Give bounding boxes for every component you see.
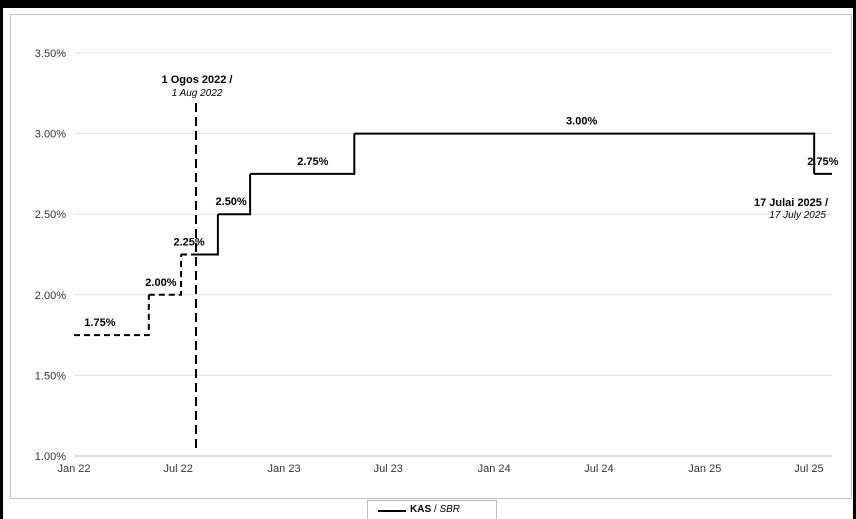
series-step-segment <box>148 254 183 296</box>
data-label: 1.75% <box>84 317 115 329</box>
annotation-sublabel: 17 July 2025 <box>769 210 826 221</box>
annotation-sublabel: 1 Aug 2022 <box>172 88 223 99</box>
x-tick-label: Jan 24 <box>478 463 511 475</box>
y-tick-label: 2.00% <box>35 290 66 302</box>
x-tick-label: Jan 23 <box>268 463 301 475</box>
series-step-segment <box>217 173 252 216</box>
legend: KAS / SBR <box>367 500 497 519</box>
annotation-label: 1 Ogos 2022 / <box>162 74 233 86</box>
legend-label-separator: / <box>431 504 440 515</box>
legend-label-bold: KAS <box>410 504 432 515</box>
legend-label-italic: SBR <box>439 504 461 515</box>
series-step-segment <box>196 214 219 256</box>
data-label: 2.75% <box>807 156 838 168</box>
x-tick-label: Jul 23 <box>374 463 403 475</box>
annotation-label: 17 Julai 2025 / <box>754 197 828 209</box>
y-tick-label: 2.50% <box>35 209 66 221</box>
series-step-segment <box>74 294 150 337</box>
data-label: 2.75% <box>297 156 328 168</box>
data-label: 3.00% <box>566 116 597 128</box>
x-tick-label: Jul 22 <box>163 463 192 475</box>
series-step-segment <box>354 132 816 174</box>
x-tick-label: Jan 22 <box>57 463 90 475</box>
plot-border <box>10 14 852 499</box>
series-step-segment <box>250 133 356 175</box>
x-tick-label: Jul 25 <box>794 463 823 475</box>
y-tick-label: 1.50% <box>35 370 66 382</box>
legend-label: KAS / SBR <box>410 504 460 515</box>
data-label: 2.25% <box>174 237 205 249</box>
x-tick-label: Jul 24 <box>584 463 613 475</box>
data-label: 2.00% <box>145 277 176 289</box>
x-tick-label: Jan 25 <box>688 463 721 475</box>
legend-line-swatch <box>378 510 406 512</box>
y-tick-label: 3.50% <box>35 48 66 60</box>
data-label: 2.50% <box>216 196 247 208</box>
y-tick-label: 1.00% <box>35 451 66 463</box>
y-tick-label: 3.00% <box>35 129 66 141</box>
